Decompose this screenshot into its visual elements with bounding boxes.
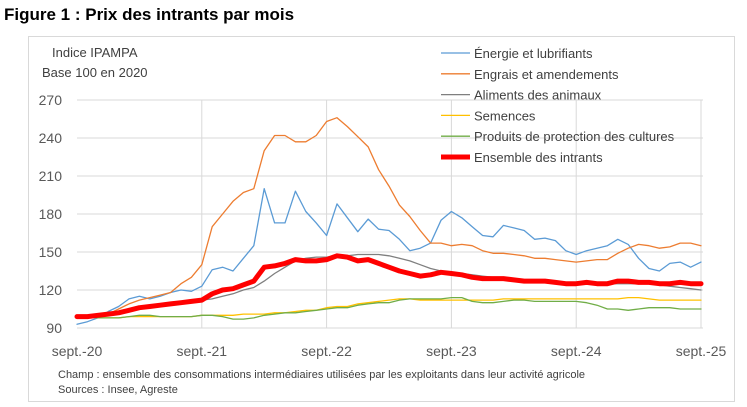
- x-tick-label: sept.-21: [177, 343, 228, 359]
- figure-title: Figure 1 : Prix des intrants par mois: [4, 5, 295, 24]
- series-line-3: [76, 296, 702, 319]
- x-tick-label: sept.-24: [551, 343, 602, 359]
- legend-label: Aliments des animaux: [474, 88, 602, 103]
- x-tick-label: sept.-22: [301, 343, 352, 359]
- legend-label: Produits de protection des cultures: [474, 129, 675, 144]
- y-axis-label-line-1: Indice IPAMPA: [52, 45, 138, 60]
- x-tick-label: sept.-20: [52, 343, 103, 359]
- series-line-5: [74, 253, 704, 320]
- series-line-4: [76, 296, 702, 320]
- y-tick-label: 210: [39, 168, 63, 184]
- y-tick-label: 180: [39, 206, 63, 222]
- x-tick-label: sept.-25: [676, 343, 727, 359]
- legend-label: Ensemble des intrants: [474, 150, 603, 165]
- note-champ: Champ : ensemble des consommations inter…: [58, 369, 586, 381]
- legend-label: Semences: [474, 108, 536, 123]
- y-tick-label: 240: [39, 130, 63, 146]
- x-tick-label: sept.-23: [426, 343, 477, 359]
- y-tick-label: 120: [39, 282, 63, 298]
- y-axis-label-line-2: Base 100 en 2020: [42, 65, 148, 80]
- series-line-1: [76, 117, 702, 319]
- y-tick-label: 150: [39, 244, 63, 260]
- legend-label: Engrais et amendements: [474, 67, 619, 82]
- y-tick-label: 270: [39, 92, 63, 108]
- chart-frame: [28, 36, 735, 402]
- legend-label: Énergie et lubrifiants: [474, 46, 593, 61]
- y-tick-label: 90: [46, 320, 62, 336]
- note-sources: Sources : Insee, Agreste: [58, 384, 178, 396]
